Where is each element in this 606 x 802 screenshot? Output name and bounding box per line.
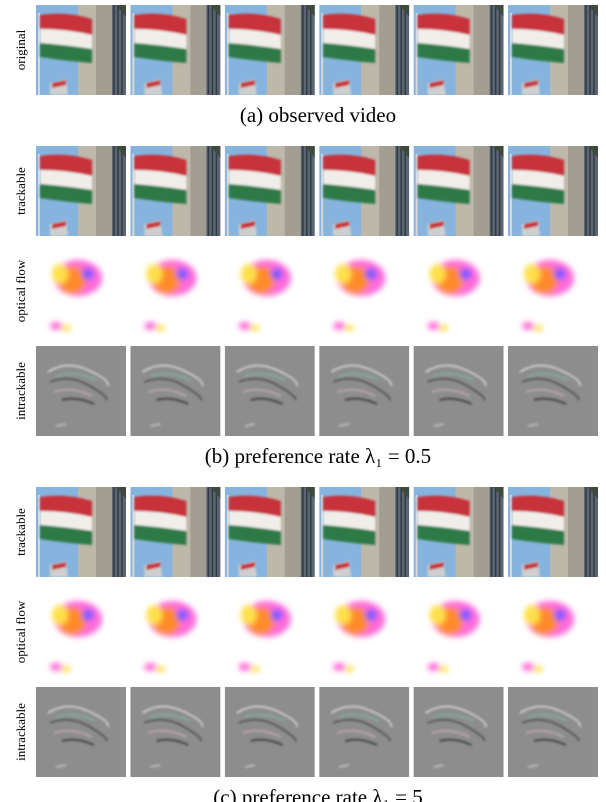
- frame: [36, 587, 126, 677]
- frame: [225, 487, 315, 577]
- frame-image: [319, 146, 409, 236]
- frame: [319, 246, 409, 336]
- frame-image: [36, 5, 126, 95]
- frame: [36, 346, 126, 436]
- frame: [36, 687, 126, 777]
- row-label: original: [13, 29, 28, 70]
- frame-image: [414, 346, 504, 436]
- frame: [130, 687, 220, 777]
- frame: [225, 587, 315, 677]
- frame-image: [36, 587, 126, 677]
- caption: (a) observed video: [240, 103, 396, 127]
- frame-image: [414, 246, 504, 336]
- frame: [36, 246, 126, 336]
- frame: [508, 5, 598, 95]
- frame: [508, 487, 598, 577]
- frame-image: [319, 246, 409, 336]
- frame: [508, 587, 598, 677]
- frame: [414, 146, 504, 236]
- frame-image: [508, 5, 598, 95]
- frame-image: [414, 487, 504, 577]
- frame: [130, 146, 220, 236]
- frame: [319, 346, 409, 436]
- frame: [319, 487, 409, 577]
- frame: [225, 146, 315, 236]
- frame-image: [319, 5, 409, 95]
- frame: [225, 246, 315, 336]
- frame-image: [508, 487, 598, 577]
- frame-image: [130, 487, 220, 577]
- row-label: intrackable: [13, 703, 28, 761]
- frame-image: [130, 5, 220, 95]
- frame: [414, 5, 504, 95]
- frame-image: [130, 346, 220, 436]
- frame-image: [130, 587, 220, 677]
- caption: (b) preference rate λ₁ = 0.5: [205, 444, 431, 468]
- frame-image: [225, 146, 315, 236]
- frame: [414, 587, 504, 677]
- frame: [508, 146, 598, 236]
- frame: [414, 246, 504, 336]
- frame-image: [319, 487, 409, 577]
- frame-image: [319, 587, 409, 677]
- frame: [225, 687, 315, 777]
- frame: [130, 346, 220, 436]
- frame: [130, 246, 220, 336]
- frame-image: [319, 346, 409, 436]
- frame-image: [414, 146, 504, 236]
- frame-image: [508, 146, 598, 236]
- frame: [319, 146, 409, 236]
- frame: [414, 346, 504, 436]
- frame-image: [508, 687, 598, 777]
- row-label: trackable: [13, 167, 28, 215]
- frame: [130, 5, 220, 95]
- frame: [414, 687, 504, 777]
- frame-image: [225, 5, 315, 95]
- frame: [319, 5, 409, 95]
- frame: [36, 5, 126, 95]
- frame-image: [508, 246, 598, 336]
- frame: [130, 587, 220, 677]
- frame-image: [225, 487, 315, 577]
- caption: (c) preference rate λ₁ = 5: [213, 785, 422, 802]
- frame-image: [36, 146, 126, 236]
- frame-image: [225, 246, 315, 336]
- row-label: optical flow: [13, 600, 28, 663]
- frame-image: [414, 587, 504, 677]
- frame-image: [225, 346, 315, 436]
- row-label: intrackable: [13, 362, 28, 420]
- frame: [319, 687, 409, 777]
- frame-image: [130, 687, 220, 777]
- frame-image: [36, 346, 126, 436]
- frame: [130, 487, 220, 577]
- frame-image: [414, 5, 504, 95]
- frame: [225, 346, 315, 436]
- figure: original (a) observed video trackable optic…: [0, 0, 606, 802]
- frame-image: [36, 487, 126, 577]
- frame-image: [130, 246, 220, 336]
- frame-image: [225, 587, 315, 677]
- frame-image: [225, 687, 315, 777]
- row-label: trackable: [13, 508, 28, 556]
- row-label: optical flow: [13, 259, 28, 322]
- frame-image: [319, 687, 409, 777]
- frame: [508, 346, 598, 436]
- frame: [36, 146, 126, 236]
- frame-image: [36, 687, 126, 777]
- frame: [225, 5, 315, 95]
- frame: [508, 246, 598, 336]
- frame: [36, 487, 126, 577]
- frame-image: [508, 346, 598, 436]
- frame-image: [414, 687, 504, 777]
- frame-image: [36, 246, 126, 336]
- frame: [319, 587, 409, 677]
- frame: [414, 487, 504, 577]
- frame-image: [508, 587, 598, 677]
- frame-image: [130, 146, 220, 236]
- frame: [508, 687, 598, 777]
